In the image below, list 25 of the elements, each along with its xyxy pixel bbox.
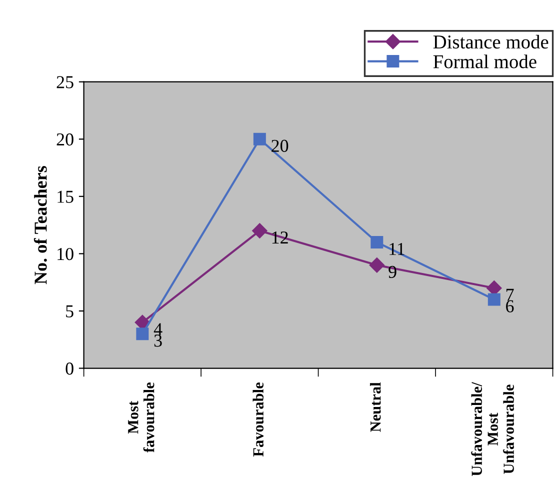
data-label: 4 bbox=[154, 323, 162, 336]
x-tick-label: Neutral bbox=[370, 382, 381, 432]
y-tick-label: 20 bbox=[56, 133, 74, 146]
point bbox=[488, 293, 500, 306]
y-tick-label: 0 bbox=[66, 362, 74, 375]
data-label: 9 bbox=[388, 266, 396, 278]
data-label: 7 bbox=[506, 288, 514, 301]
data-label: 6 bbox=[506, 300, 514, 312]
point bbox=[369, 258, 384, 273]
y-axis-title: No. of Teachers bbox=[34, 166, 47, 284]
data-label: 3 bbox=[154, 334, 162, 347]
y-tick-label: 15 bbox=[58, 190, 74, 203]
point bbox=[370, 236, 384, 248]
x-tick-label: Favourable bbox=[252, 382, 264, 457]
legend-label: Distance mode bbox=[433, 34, 548, 49]
x-tick-label: Most favourable bbox=[128, 382, 154, 452]
point bbox=[136, 328, 149, 340]
y-tick-label: 5 bbox=[66, 305, 74, 318]
y-tick-label: 10 bbox=[58, 248, 74, 260]
y-tick-label: 25 bbox=[56, 76, 74, 88]
legend-label: Formal mode bbox=[433, 54, 536, 68]
data-label: 20 bbox=[272, 140, 288, 152]
point bbox=[252, 223, 268, 238]
x-tick-label: Unfavourable/ Most Unfavourable bbox=[471, 382, 514, 476]
point bbox=[253, 132, 266, 146]
